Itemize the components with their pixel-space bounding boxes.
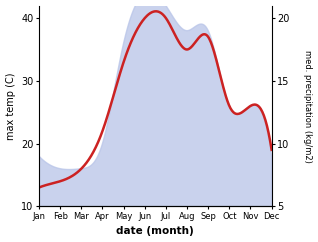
Y-axis label: max temp (C): max temp (C) xyxy=(5,72,16,140)
Y-axis label: med. precipitation (kg/m2): med. precipitation (kg/m2) xyxy=(303,50,313,162)
X-axis label: date (month): date (month) xyxy=(116,227,194,236)
